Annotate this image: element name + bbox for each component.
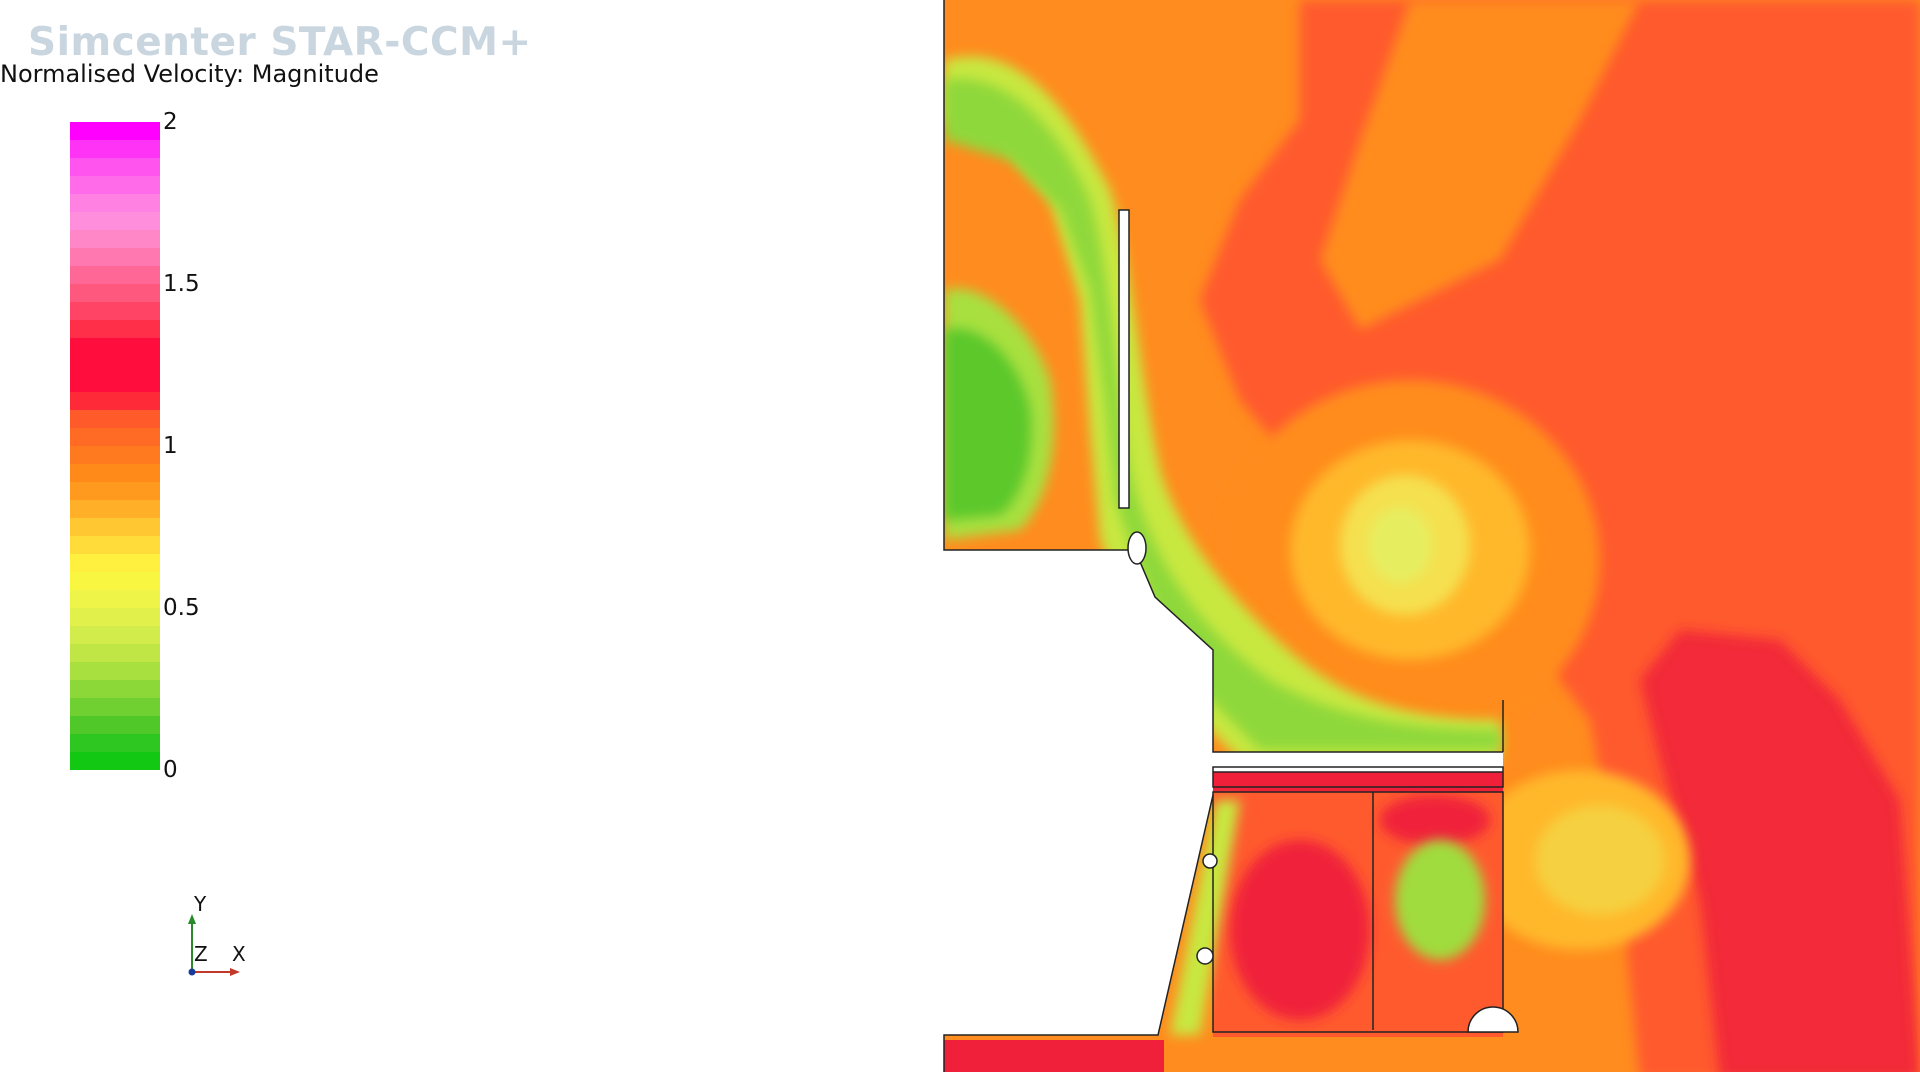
color-band bbox=[70, 428, 160, 446]
color-band bbox=[70, 338, 160, 356]
color-band bbox=[70, 608, 160, 626]
color-band bbox=[70, 590, 160, 608]
scalar-tick-0: 0 bbox=[163, 757, 178, 783]
color-band bbox=[70, 752, 160, 770]
color-band bbox=[70, 302, 160, 320]
scalar-tick-0-5: 0.5 bbox=[163, 595, 200, 621]
color-band bbox=[70, 716, 160, 734]
color-band bbox=[70, 572, 160, 590]
lower-box-red-left bbox=[1230, 840, 1370, 1020]
color-band bbox=[70, 500, 160, 518]
scalar-tick-2: 2 bbox=[163, 109, 178, 135]
green-jet-inner bbox=[944, 78, 1500, 750]
color-band bbox=[70, 554, 160, 572]
small-hole-upper bbox=[1202, 853, 1218, 869]
color-band bbox=[70, 464, 160, 482]
lower-box-green bbox=[1395, 840, 1485, 960]
color-band bbox=[70, 356, 160, 374]
color-band bbox=[70, 392, 160, 410]
vortex-center bbox=[1368, 507, 1432, 583]
color-band bbox=[70, 680, 160, 698]
left-green-core bbox=[944, 328, 1031, 520]
color-band bbox=[70, 698, 160, 716]
field-deep-red-band bbox=[1640, 630, 1920, 1072]
lower-vortex-core bbox=[1535, 805, 1665, 915]
color-band bbox=[70, 212, 160, 230]
color-band bbox=[70, 248, 160, 266]
color-band bbox=[70, 320, 160, 338]
color-band bbox=[70, 644, 160, 662]
color-band bbox=[70, 536, 160, 554]
color-band bbox=[70, 284, 160, 302]
color-band bbox=[70, 446, 160, 464]
color-band bbox=[70, 482, 160, 500]
geometry-outline bbox=[943, 0, 1503, 1072]
color-band bbox=[70, 140, 160, 158]
color-band bbox=[70, 626, 160, 644]
color-band bbox=[70, 662, 160, 680]
axis-label-y: Y bbox=[194, 892, 207, 916]
bottom-red-strip bbox=[944, 1040, 1164, 1072]
color-band bbox=[70, 230, 160, 248]
channel-red bbox=[1213, 772, 1503, 792]
upper-channel-outline bbox=[1212, 766, 1504, 788]
color-scale-bar bbox=[70, 122, 160, 770]
scalar-bar-title: Normalised Velocity: Magnitude bbox=[0, 60, 379, 88]
axis-label-z: Z bbox=[194, 942, 208, 966]
scalar-tick-1: 1 bbox=[163, 433, 178, 459]
color-band bbox=[70, 518, 160, 536]
color-band bbox=[70, 266, 160, 284]
axis-label-x: X bbox=[232, 942, 246, 966]
field-orange-lobe bbox=[1320, 0, 1640, 330]
color-band bbox=[70, 410, 160, 428]
contour-field bbox=[944, 0, 1920, 1072]
axis-triad: Y Z X bbox=[180, 892, 260, 980]
color-band bbox=[70, 374, 160, 392]
color-band bbox=[70, 194, 160, 212]
baffle-tip bbox=[1127, 531, 1147, 565]
color-band bbox=[70, 122, 160, 140]
semicircle-obstacle bbox=[1467, 1006, 1519, 1033]
vertical-baffle bbox=[1118, 209, 1130, 509]
scene-viewport[interactable] bbox=[940, 0, 1920, 1080]
lower-left-green-strip bbox=[1170, 800, 1240, 1035]
color-band bbox=[70, 158, 160, 176]
color-band bbox=[70, 176, 160, 194]
lower-box-red-right bbox=[1380, 795, 1490, 845]
small-hole-lower bbox=[1196, 947, 1214, 965]
velocity-contour-plot bbox=[943, 0, 1920, 1072]
app-watermark: Simcenter STAR-CCM+ bbox=[28, 20, 532, 65]
scalar-tick-1-5: 1.5 bbox=[163, 271, 200, 297]
axis-triad-arrows bbox=[188, 914, 240, 976]
lower-box-outline bbox=[1212, 791, 1504, 1033]
color-band bbox=[70, 734, 160, 752]
